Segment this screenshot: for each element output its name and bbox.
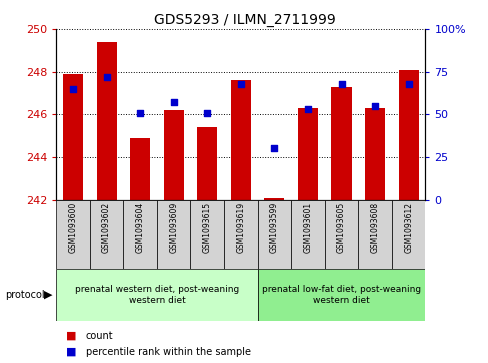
Bar — [398, 70, 418, 200]
Text: GSM1093605: GSM1093605 — [336, 202, 346, 253]
Bar — [123, 200, 157, 269]
Text: GSM1093615: GSM1093615 — [203, 202, 211, 253]
Text: ■: ■ — [66, 331, 76, 341]
Bar — [297, 108, 317, 200]
Bar — [224, 200, 257, 269]
Bar — [264, 197, 284, 200]
Bar — [56, 269, 257, 321]
Text: prenatal low-fat diet, post-weaning
western diet: prenatal low-fat diet, post-weaning west… — [262, 285, 420, 305]
Bar — [90, 200, 123, 269]
Text: GSM1093604: GSM1093604 — [135, 202, 144, 253]
Text: ▶: ▶ — [43, 290, 52, 300]
Bar — [230, 80, 250, 200]
Text: prenatal western diet, post-weaning
western diet: prenatal western diet, post-weaning west… — [75, 285, 239, 305]
Text: GSM1093608: GSM1093608 — [370, 202, 379, 253]
Bar — [391, 200, 425, 269]
Bar — [130, 138, 150, 200]
Bar — [257, 200, 290, 269]
Text: GSM1093612: GSM1093612 — [403, 202, 412, 253]
Text: GSM1093599: GSM1093599 — [269, 202, 278, 253]
Text: GDS5293 / ILMN_2711999: GDS5293 / ILMN_2711999 — [153, 13, 335, 27]
Point — [370, 103, 378, 109]
Bar — [63, 74, 83, 200]
Text: GSM1093601: GSM1093601 — [303, 202, 312, 253]
Point — [404, 81, 412, 86]
Point — [236, 81, 244, 86]
Bar — [324, 200, 358, 269]
Text: GSM1093600: GSM1093600 — [68, 202, 78, 253]
Point — [304, 106, 311, 112]
Point — [337, 81, 345, 86]
Text: GSM1093619: GSM1093619 — [236, 202, 245, 253]
Text: count: count — [85, 331, 113, 341]
Bar — [163, 110, 183, 200]
Bar — [364, 108, 385, 200]
Point — [203, 110, 211, 115]
Text: GSM1093602: GSM1093602 — [102, 202, 111, 253]
Point — [102, 74, 110, 80]
Point — [136, 110, 144, 115]
Bar — [197, 127, 217, 200]
Text: GSM1093609: GSM1093609 — [169, 202, 178, 253]
Bar — [96, 42, 117, 200]
Text: protocol: protocol — [5, 290, 44, 300]
Point — [69, 86, 77, 91]
Bar — [56, 200, 90, 269]
Bar — [157, 200, 190, 269]
Bar — [290, 200, 324, 269]
Bar — [190, 200, 224, 269]
Text: ■: ■ — [66, 347, 76, 357]
Point — [169, 99, 177, 105]
Bar — [331, 87, 351, 200]
Text: percentile rank within the sample: percentile rank within the sample — [85, 347, 250, 357]
Bar — [358, 200, 391, 269]
Point — [270, 146, 278, 151]
Bar — [257, 269, 425, 321]
